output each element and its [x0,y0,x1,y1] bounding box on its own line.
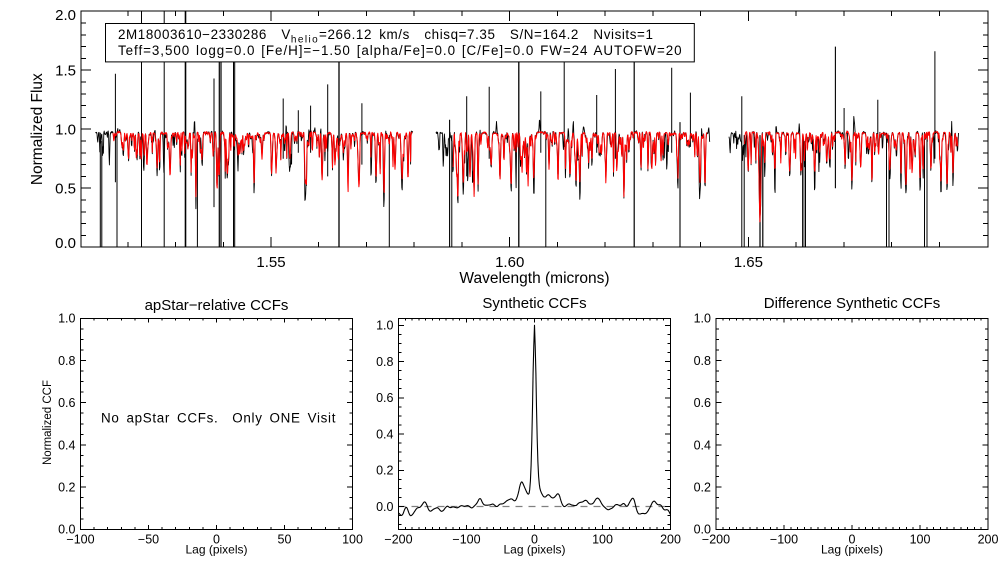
svg-text:1.0: 1.0 [55,122,76,139]
svg-text:100: 100 [592,533,613,547]
svg-text:Wavelength (microns): Wavelength (microns) [459,270,609,287]
svg-text:0.4: 0.4 [58,438,75,452]
svg-text:50: 50 [278,533,292,547]
svg-text:1.65: 1.65 [734,254,763,271]
svg-text:−100: −100 [452,533,480,547]
svg-text:0.0: 0.0 [55,235,76,252]
svg-text:1.60: 1.60 [495,254,524,271]
svg-text:0: 0 [531,533,538,547]
svg-text:0.6: 0.6 [376,391,393,405]
svg-text:0.0: 0.0 [376,500,393,514]
svg-text:0.2: 0.2 [376,464,393,478]
svg-text:Lag (pixels): Lag (pixels) [503,543,565,557]
svg-text:0.0: 0.0 [694,523,711,537]
svg-text:0.6: 0.6 [694,396,711,410]
svg-text:0.2: 0.2 [694,481,711,495]
svg-text:Normalized Flux: Normalized Flux [29,73,46,185]
svg-text:0.0: 0.0 [58,523,75,537]
svg-text:1.0: 1.0 [58,312,75,326]
svg-text:0.6: 0.6 [58,396,75,410]
svg-text:Synthetic CCFs: Synthetic CCFs [482,295,586,312]
svg-text:2M18003610−2330286 Vhelio=266: 2M18003610−2330286 Vhelio=266.12 km/s ch… [118,27,654,46]
svg-text:−50: −50 [138,533,159,547]
svg-text:Difference Synthetic CCFs: Difference Synthetic CCFs [764,295,940,312]
svg-text:−100: −100 [66,533,94,547]
svg-text:Teff=3,500 logg=0.0 [Fe/H]=−1.: Teff=3,500 logg=0.0 [Fe/H]=−1.50 [alpha/… [118,43,683,58]
svg-text:Lag (pixels): Lag (pixels) [821,543,883,557]
svg-text:1.0: 1.0 [694,312,711,326]
svg-text:−200: −200 [702,533,730,547]
svg-text:1.5: 1.5 [55,63,76,80]
svg-text:0.8: 0.8 [376,355,393,369]
svg-text:0: 0 [849,533,856,547]
svg-text:−200: −200 [384,533,412,547]
svg-text:0.5: 0.5 [55,181,76,198]
svg-text:No apStar CCFs. Only ONE Visi: No apStar CCFs. Only ONE Visit [101,411,336,426]
svg-text:2.0: 2.0 [55,7,76,24]
svg-text:0.4: 0.4 [376,427,393,441]
svg-text:0.8: 0.8 [694,354,711,368]
svg-text:1.55: 1.55 [256,254,285,271]
svg-text:200: 200 [978,533,999,547]
svg-text:apStar−relative CCFs: apStar−relative CCFs [145,297,289,314]
svg-text:0: 0 [213,533,220,547]
svg-text:0.2: 0.2 [58,481,75,495]
svg-text:Normalized CCF: Normalized CCF [42,380,54,465]
svg-text:0.4: 0.4 [694,438,711,452]
svg-text:100: 100 [910,533,931,547]
svg-text:1.0: 1.0 [376,319,393,333]
svg-text:Lag (pixels): Lag (pixels) [185,543,247,557]
svg-text:100: 100 [342,533,363,547]
svg-text:200: 200 [660,533,681,547]
svg-text:0.8: 0.8 [58,354,75,368]
svg-text:−100: −100 [770,533,798,547]
